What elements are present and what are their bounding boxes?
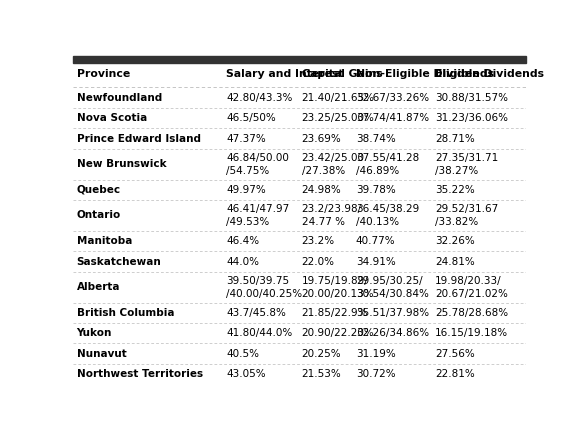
Text: 32.67/33.26%: 32.67/33.26% [356, 92, 429, 103]
Text: Prince Edward Island: Prince Edward Island [77, 133, 201, 143]
Text: 43.7/45.8%: 43.7/45.8% [226, 308, 286, 318]
Text: 23.69%: 23.69% [301, 133, 341, 143]
Text: 22.0%: 22.0% [301, 257, 335, 267]
Text: 23.42/25.00
/27.38%: 23.42/25.00 /27.38% [301, 153, 364, 175]
Text: 41.80/44.0%: 41.80/44.0% [226, 328, 292, 338]
Text: 20.25%: 20.25% [301, 349, 341, 359]
Text: 23.2/23.98/
24.77 %: 23.2/23.98/ 24.77 % [301, 204, 361, 227]
Text: Yukon: Yukon [77, 328, 112, 338]
Text: 29.52/31.67
/33.82%: 29.52/31.67 /33.82% [435, 204, 498, 227]
Text: Capital Gains: Capital Gains [301, 69, 382, 79]
Text: 44.0%: 44.0% [226, 257, 259, 267]
Text: 32.26%: 32.26% [435, 236, 475, 246]
Bar [73, 56, 526, 63]
Text: 35.51/37.98%: 35.51/37.98% [356, 308, 429, 318]
Text: 21.53%: 21.53% [301, 369, 341, 379]
Text: Eligible Dividends: Eligible Dividends [435, 69, 544, 79]
Text: New Brunswick: New Brunswick [77, 159, 166, 169]
Text: 38.74%: 38.74% [356, 133, 395, 143]
Text: Nova Scotia: Nova Scotia [77, 113, 147, 123]
Text: 19.98/20.33/
20.67/21.02%: 19.98/20.33/ 20.67/21.02% [435, 276, 508, 299]
Text: Ontario: Ontario [77, 210, 121, 220]
Text: 37.74/41.87%: 37.74/41.87% [356, 113, 429, 123]
Text: 19.75/19.89/
20.00/20.13%: 19.75/19.89/ 20.00/20.13% [301, 276, 374, 299]
Text: Alberta: Alberta [77, 282, 120, 292]
Text: Saskatchewan: Saskatchewan [77, 257, 161, 267]
Text: 31.19%: 31.19% [356, 349, 395, 359]
Text: 35.22%: 35.22% [435, 185, 475, 195]
Text: 21.40/21.65%: 21.40/21.65% [301, 92, 374, 103]
Text: 36.45/38.29
/40.13%: 36.45/38.29 /40.13% [356, 204, 419, 227]
Text: 28.71%: 28.71% [435, 133, 475, 143]
Text: 25.78/28.68%: 25.78/28.68% [435, 308, 508, 318]
Text: 23.2%: 23.2% [301, 236, 335, 246]
Text: Quebec: Quebec [77, 185, 121, 195]
Text: 21.85/22.9%: 21.85/22.9% [301, 308, 368, 318]
Text: 39.50/39.75
/40.00/40.25%: 39.50/39.75 /40.00/40.25% [226, 276, 302, 299]
Text: 42.80/43.3%: 42.80/43.3% [226, 92, 293, 103]
Text: 39.78%: 39.78% [356, 185, 395, 195]
Text: Province: Province [77, 69, 130, 79]
Text: Non-Eligible Dividends: Non-Eligible Dividends [356, 69, 494, 79]
Text: 20.90/22.20%: 20.90/22.20% [301, 328, 374, 338]
Text: 27.35/31.71
/38.27%: 27.35/31.71 /38.27% [435, 153, 498, 175]
Text: 34.91%: 34.91% [356, 257, 395, 267]
Text: 43.05%: 43.05% [226, 369, 266, 379]
Text: 23.25/25.00%: 23.25/25.00% [301, 113, 374, 123]
Text: 27.56%: 27.56% [435, 349, 475, 359]
Text: 22.81%: 22.81% [435, 369, 475, 379]
Text: 46.5/50%: 46.5/50% [226, 113, 276, 123]
Text: Salary and Interest: Salary and Interest [226, 69, 343, 79]
Text: 49.97%: 49.97% [226, 185, 266, 195]
Text: 16.15/19.18%: 16.15/19.18% [435, 328, 508, 338]
Text: 40.5%: 40.5% [226, 349, 259, 359]
Text: 46.4%: 46.4% [226, 236, 259, 246]
Text: 47.37%: 47.37% [226, 133, 266, 143]
Text: Northwest Territories: Northwest Territories [77, 369, 203, 379]
Text: British Columbia: British Columbia [77, 308, 174, 318]
Text: 32.26/34.86%: 32.26/34.86% [356, 328, 429, 338]
Text: Newfoundland: Newfoundland [77, 92, 162, 103]
Text: 31.23/36.06%: 31.23/36.06% [435, 113, 508, 123]
Text: 46.84/50.00
/54.75%: 46.84/50.00 /54.75% [226, 153, 289, 175]
Text: Manitoba: Manitoba [77, 236, 132, 246]
Text: 40.77%: 40.77% [356, 236, 395, 246]
Text: 24.98%: 24.98% [301, 185, 341, 195]
Text: Nunavut: Nunavut [77, 349, 126, 359]
Text: 30.88/31.57%: 30.88/31.57% [435, 92, 508, 103]
Text: 24.81%: 24.81% [435, 257, 475, 267]
Text: 29.95/30.25/
30.54/30.84%: 29.95/30.25/ 30.54/30.84% [356, 276, 429, 299]
Text: 37.55/41.28
/46.89%: 37.55/41.28 /46.89% [356, 153, 419, 175]
Text: 30.72%: 30.72% [356, 369, 395, 379]
Text: 46.41/47.97
/49.53%: 46.41/47.97 /49.53% [226, 204, 289, 227]
